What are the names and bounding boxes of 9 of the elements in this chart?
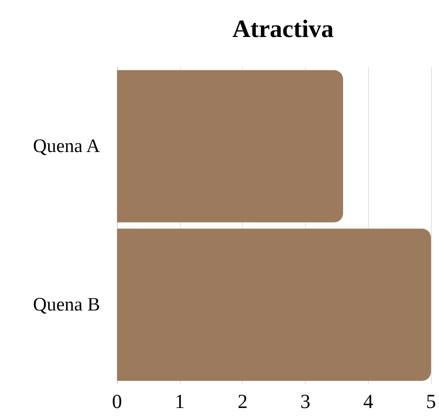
- x-tick-label: 4: [363, 391, 374, 413]
- y-tick-label: Quena B: [32, 294, 100, 316]
- chart-title: Atractiva: [232, 16, 334, 43]
- x-tick-label: 3: [300, 391, 310, 413]
- y-tick-label: Quena A: [32, 136, 100, 157]
- x-tick-label: 2: [238, 391, 248, 413]
- x-tick-label: 1: [174, 391, 185, 413]
- x-tick-label: 0: [112, 391, 122, 413]
- x-tick-label: 5: [426, 391, 436, 413]
